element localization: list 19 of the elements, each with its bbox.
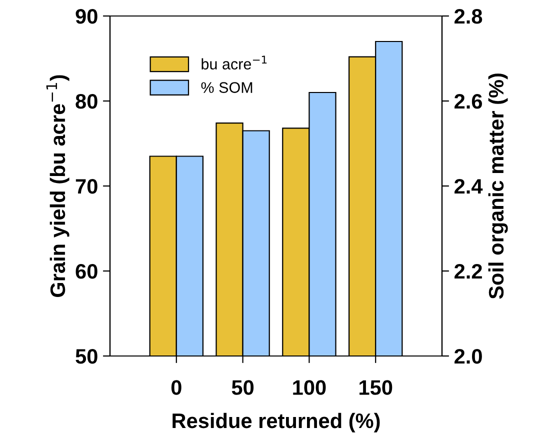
y-tick-label: 70 bbox=[76, 179, 98, 194]
y-tick-label: 90 bbox=[76, 9, 98, 24]
y2-tick-label: 2.8 bbox=[454, 9, 482, 24]
y2-tick-label: 2.4 bbox=[454, 179, 483, 194]
x-tick-label: 50 bbox=[232, 380, 254, 395]
x-tick-label: 100 bbox=[293, 380, 326, 395]
y2-tick-label: 2.0 bbox=[454, 349, 482, 364]
y-tick-label: 50 bbox=[76, 349, 98, 364]
y2-axis-title: Soil organic matter (%) bbox=[488, 74, 508, 299]
y-axis-title: Grain yield (bu acre$^{−1}$) bbox=[46, 75, 70, 298]
x-tick-label: 150 bbox=[360, 380, 392, 395]
y2-tick-label: 2.2 bbox=[454, 264, 482, 279]
x-tick-label: 0 bbox=[171, 380, 182, 395]
legend-label: % SOM bbox=[201, 82, 252, 93]
y-tick-label: 80 bbox=[76, 94, 98, 109]
y-tick-label: 60 bbox=[76, 264, 98, 279]
legend-label: bu acre$^{−1}$ bbox=[202, 56, 267, 70]
y2-tick-label: 2.6 bbox=[454, 94, 482, 109]
x-axis-title: Residue returned (%) bbox=[172, 412, 380, 432]
